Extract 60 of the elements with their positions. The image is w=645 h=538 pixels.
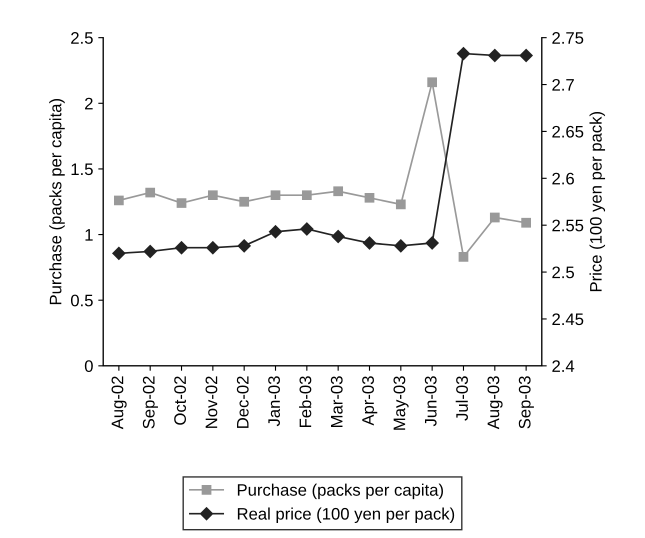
point: [396, 200, 406, 210]
x-tick-label: Feb-03: [299, 376, 312, 427]
y2-tick-label: 2.65: [552, 126, 584, 138]
point: [144, 244, 157, 258]
point: [174, 241, 188, 254]
x-tick-label: Sep-03: [518, 376, 534, 429]
y-tick-label: 1.5: [72, 164, 93, 176]
x-tick-label: Aug-03: [487, 376, 503, 430]
y2-tick-label: 2.55: [552, 220, 584, 232]
point: [456, 47, 470, 60]
point: [394, 239, 408, 252]
point: [208, 190, 218, 200]
point: [458, 252, 468, 262]
y2-tick-label: 2.5: [552, 266, 574, 278]
x-tick-label: Mar-03: [330, 376, 343, 427]
x-tick-label: Oct-02: [174, 376, 186, 425]
x-tick-label: Nov-02: [206, 376, 218, 428]
x-tick-label: Jan-03: [268, 376, 280, 426]
y-tick-label: 2.5: [71, 32, 93, 44]
x-tick-label: Apr-03: [362, 376, 378, 426]
x-tick-label: May-03: [393, 376, 409, 430]
y2-tick-label: 2.4: [552, 360, 574, 372]
legend-label: Real price (100 yen per pack): [238, 507, 454, 523]
point: [239, 196, 250, 207]
point: [206, 241, 220, 254]
point: [112, 246, 126, 260]
point: [302, 190, 312, 200]
point: [488, 48, 502, 62]
x-tick-label: Sep-02: [142, 376, 158, 429]
y2-axis-title: Price (100 yen per pack): [590, 112, 606, 292]
y2-tick-label: 2.45: [552, 313, 584, 326]
point: [270, 190, 280, 200]
y2-tick-label: 2.6: [552, 172, 574, 185]
y2-tick-label: 2.7: [552, 78, 574, 91]
y2-tick-label: 2.75: [552, 32, 584, 44]
x-tick-label: Dec-02: [236, 376, 249, 428]
y-tick-label: 0: [84, 360, 93, 372]
legend-label: Purchase (packs per capita): [238, 484, 443, 500]
point: [427, 77, 438, 88]
y-tick-label: 2: [85, 98, 93, 110]
point: [521, 218, 531, 228]
y-axis-title: Purchase (packs per capita): [49, 99, 65, 304]
point: [176, 198, 186, 208]
point: [332, 230, 345, 244]
point: [364, 192, 374, 203]
point: [238, 239, 251, 252]
y-tick-label: 0.5: [70, 294, 93, 306]
point: [490, 212, 500, 222]
point: [300, 222, 314, 236]
y-tick-label: 1: [85, 229, 93, 241]
point: [268, 225, 282, 238]
point: [520, 48, 533, 62]
point: [333, 186, 344, 196]
point: [114, 196, 124, 206]
point: [362, 236, 376, 250]
x-tick-label: Jun-03: [424, 376, 437, 426]
point: [426, 236, 439, 250]
x-tick-label: Jul-03: [456, 376, 468, 421]
point: [145, 188, 156, 198]
x-tick-label: Aug-02: [112, 376, 127, 430]
